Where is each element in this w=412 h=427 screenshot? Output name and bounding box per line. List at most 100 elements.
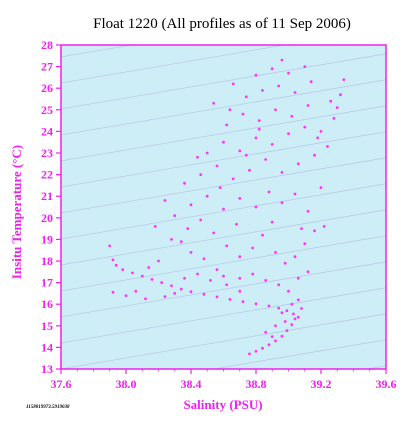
- data-point: [277, 306, 281, 310]
- isopycnal-line: [60, 44, 132, 58]
- data-point: [225, 283, 229, 287]
- data-point: [342, 78, 346, 81]
- data-point: [274, 339, 277, 343]
- data-point: [150, 278, 154, 281]
- y-tick-label: 28: [41, 38, 53, 52]
- data-point: [280, 311, 284, 315]
- data-point: [121, 268, 125, 271]
- data-point: [257, 127, 261, 131]
- data-point: [293, 317, 297, 321]
- data-point: [160, 281, 164, 284]
- isopycnal-lines: [60, 44, 387, 370]
- isopycnal-line: [60, 131, 387, 188]
- y-axis-label: Insitu Temperature (°C): [9, 145, 24, 279]
- data-point: [300, 307, 303, 310]
- isopycnal-line: [60, 183, 387, 240]
- data-point: [280, 201, 284, 205]
- data-point: [335, 106, 339, 109]
- data-point: [287, 71, 290, 75]
- y-tick-label: 25: [41, 103, 53, 117]
- data-point: [296, 315, 300, 319]
- y-tick-label: 16: [41, 297, 53, 311]
- data-point: [319, 186, 323, 190]
- data-point: [329, 99, 333, 103]
- data-point: [264, 158, 268, 161]
- data-point: [296, 162, 300, 166]
- data-point: [277, 283, 281, 287]
- data-point: [280, 334, 284, 338]
- data-point: [274, 324, 277, 328]
- data-point: [280, 171, 284, 174]
- data-point: [292, 312, 295, 316]
- data-point: [212, 231, 216, 235]
- isopycnal-line: [60, 261, 387, 318]
- data-point: [303, 242, 307, 246]
- data-point: [293, 91, 297, 94]
- y-tick-label: 26: [41, 81, 53, 95]
- data-point: [264, 330, 268, 334]
- data-point: [196, 272, 199, 276]
- plot-area: [61, 45, 386, 369]
- data-point: [287, 289, 290, 293]
- data-point: [332, 117, 336, 120]
- data-point: [251, 272, 255, 276]
- data-point: [248, 168, 251, 172]
- data-point: [293, 255, 297, 259]
- data-point: [270, 220, 274, 224]
- data-point: [290, 114, 294, 118]
- isopycnal-line: [60, 157, 387, 214]
- data-point: [267, 190, 271, 194]
- data-point: [300, 227, 303, 231]
- data-point: [111, 290, 115, 294]
- data-point: [306, 104, 310, 107]
- data-point: [111, 258, 115, 262]
- data-point: [209, 279, 212, 282]
- x-tick-label: 38.4: [181, 377, 202, 391]
- data-point: [124, 294, 128, 297]
- data-point: [144, 297, 147, 301]
- data-point: [134, 289, 138, 293]
- data-point: [285, 309, 289, 313]
- data-point: [313, 229, 316, 233]
- data-point: [114, 263, 118, 267]
- data-point: [235, 222, 238, 226]
- y-tick-label: 22: [41, 168, 53, 182]
- data-point: [254, 136, 258, 140]
- data-point: [231, 82, 235, 86]
- data-point: [339, 93, 342, 97]
- data-point: [303, 125, 307, 129]
- data-point: [270, 67, 274, 71]
- footnote-id: 1158019973.5919038: [26, 405, 70, 410]
- chart-title: Float 1220 (All profiles as of 11 Sep 20…: [93, 16, 351, 32]
- isopycnal-line: [60, 313, 387, 370]
- data-point: [309, 80, 313, 84]
- data-point: [264, 279, 268, 282]
- isopycnal-line: [60, 287, 387, 344]
- data-point: [183, 276, 186, 280]
- x-tick-label: 38.8: [246, 377, 267, 391]
- data-point: [222, 274, 225, 278]
- data-point: [196, 155, 199, 159]
- data-point: [231, 177, 235, 181]
- data-point: [202, 292, 206, 296]
- data-point: [293, 192, 297, 196]
- x-tick-label: 38.0: [116, 377, 137, 391]
- x-axis-ticks: 37.6 38.0 38.4 38.8 39.2 39.6: [51, 369, 397, 391]
- data-point: [173, 292, 177, 295]
- data-point: [238, 289, 242, 293]
- data-point: [179, 240, 183, 244]
- data-point: [306, 270, 310, 274]
- data-point: [238, 149, 242, 153]
- data-point: [183, 181, 186, 185]
- isopycnal-line: [60, 105, 387, 162]
- data-point: [189, 251, 193, 254]
- x-axis-label: Salinity (PSU): [183, 397, 262, 412]
- data-point: [189, 203, 193, 207]
- data-point: [199, 218, 203, 222]
- data-point: [153, 225, 157, 228]
- y-tick-label: 27: [41, 60, 53, 74]
- data-point: [241, 112, 245, 116]
- data-point: [170, 238, 173, 241]
- data-points: [108, 58, 346, 356]
- data-point: [244, 153, 248, 157]
